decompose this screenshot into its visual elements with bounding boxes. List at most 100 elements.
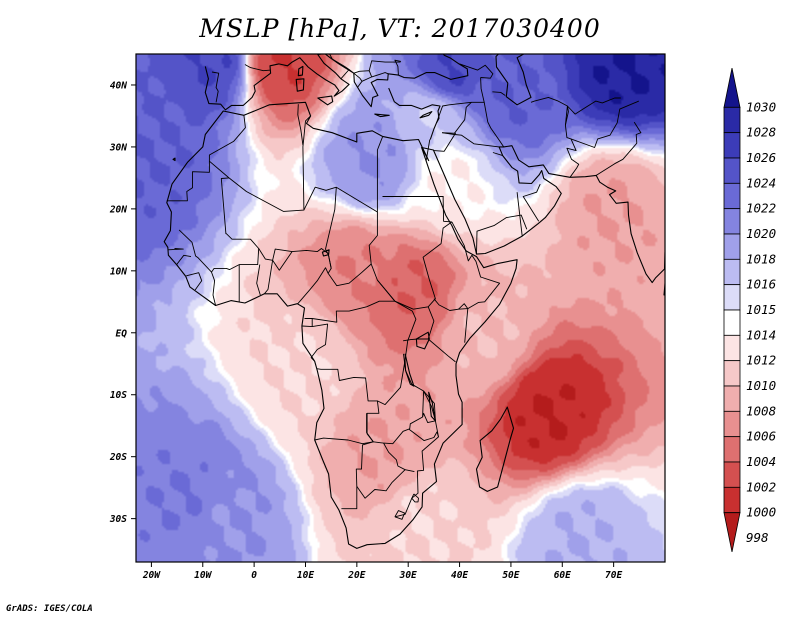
corsica — [297, 65, 304, 77]
country-border — [368, 60, 401, 71]
country-border — [272, 251, 293, 271]
country-border — [394, 510, 406, 520]
country-border — [530, 96, 568, 107]
country-border — [492, 152, 503, 157]
x-tick-label: 20W — [142, 570, 161, 581]
colorbar-label: 1006 — [746, 429, 776, 444]
y-tick-label: 20S — [109, 452, 127, 463]
colorbar-segment — [723, 182, 741, 210]
colorbar-segment — [723, 67, 741, 108]
x-tick-label: 20E — [347, 570, 365, 581]
colorbar-label: 1018 — [746, 251, 776, 266]
footer-credit: GrADS: IGES/COLA — [6, 604, 93, 614]
country-border — [433, 298, 469, 343]
country-border — [353, 72, 363, 88]
colorbar-segment — [723, 233, 741, 260]
colorbar-label: 1004 — [746, 454, 776, 469]
colorbar-label: 1012 — [746, 353, 776, 368]
country-border — [211, 271, 217, 306]
country-border — [442, 196, 452, 223]
country-border — [570, 100, 639, 148]
y-tick-label: 40N — [110, 80, 127, 91]
map-title: MSLP [hPa], VT: 2017030400 — [199, 14, 601, 43]
country-border — [304, 300, 395, 323]
country-border — [458, 303, 469, 310]
x-tick-label: 50E — [502, 570, 519, 581]
country-border — [325, 187, 372, 287]
coastlines — [163, 54, 665, 549]
colorbar-segment — [723, 486, 741, 514]
colorbar-segment — [723, 436, 741, 463]
country-border — [403, 338, 456, 363]
sicily — [317, 95, 334, 106]
country-border — [383, 442, 406, 471]
country-border — [377, 279, 439, 518]
colorbar-segment — [723, 157, 741, 184]
y-tick-label: 30S — [109, 514, 127, 525]
x-axis-ticks: 20W 10W 0 10E 20E 30E 40E 50E 60E 70E — [142, 562, 622, 581]
colorbar-label: 1022 — [746, 201, 776, 216]
x-tick-label: 10E — [297, 570, 314, 581]
lake-victoria — [415, 331, 430, 350]
country-border — [427, 306, 435, 340]
colorbar-label: 1014 — [746, 327, 776, 342]
sardinia — [295, 78, 305, 92]
y-tick-label: 30N — [109, 142, 127, 153]
country-border — [310, 323, 329, 362]
country-border — [264, 260, 274, 295]
country-border — [408, 429, 439, 442]
x-tick-label: 0 — [251, 570, 257, 581]
country-border — [166, 161, 210, 202]
pressure-field — [136, 54, 665, 562]
country-border — [516, 192, 523, 237]
canaries — [172, 157, 176, 162]
country-border — [371, 72, 389, 78]
colorbar-label: 1028 — [746, 125, 776, 140]
turkey-south — [388, 87, 441, 140]
country-border — [433, 132, 456, 152]
country-border — [411, 493, 419, 503]
x-tick-label: 30E — [399, 570, 417, 581]
colorbar-segment — [723, 385, 741, 412]
y-tick-label: 10N — [110, 266, 127, 277]
country-border — [220, 177, 332, 269]
colorbar-segment — [723, 334, 741, 362]
crete — [374, 113, 390, 118]
europe-north — [204, 54, 469, 111]
colorbar-label: 1000 — [746, 505, 776, 520]
colorbar-segment — [723, 284, 741, 311]
cyprus — [419, 111, 433, 119]
country-border — [422, 390, 436, 424]
colorbar: 1030 1028 1026 1024 1022 1020 1018 1016 1015 1014… — [723, 67, 776, 553]
colorbar-label: 1030 — [746, 99, 776, 114]
country-border — [394, 59, 402, 76]
colorbar-label: 998 — [746, 530, 769, 545]
country-border — [425, 139, 431, 161]
colorbar-segment — [723, 512, 741, 553]
colorbar-segment — [723, 132, 741, 159]
country-border — [368, 212, 453, 310]
country-border — [186, 272, 203, 291]
country-border — [522, 183, 541, 222]
colorbar-label: 1026 — [746, 150, 776, 165]
country-border — [454, 101, 472, 134]
colorbar-segment — [723, 208, 741, 235]
colorbar-label: 1010 — [746, 378, 776, 393]
colorbar-label: 1002 — [746, 479, 776, 494]
colorbar-label: 1020 — [746, 226, 776, 241]
country-border — [209, 136, 383, 213]
country-border — [314, 437, 374, 445]
country-border — [211, 71, 220, 103]
colorbar-segment — [723, 106, 741, 134]
country-border — [595, 121, 642, 176]
country-border — [377, 359, 406, 406]
caspian — [495, 54, 532, 106]
y-tick-label: EQ — [116, 328, 128, 339]
colorbar-segment — [723, 258, 741, 286]
country-border — [167, 248, 184, 251]
country-border — [564, 97, 621, 126]
y-tick-label: 20N — [109, 204, 127, 215]
country-border — [244, 64, 271, 72]
africa-coast — [163, 101, 518, 549]
